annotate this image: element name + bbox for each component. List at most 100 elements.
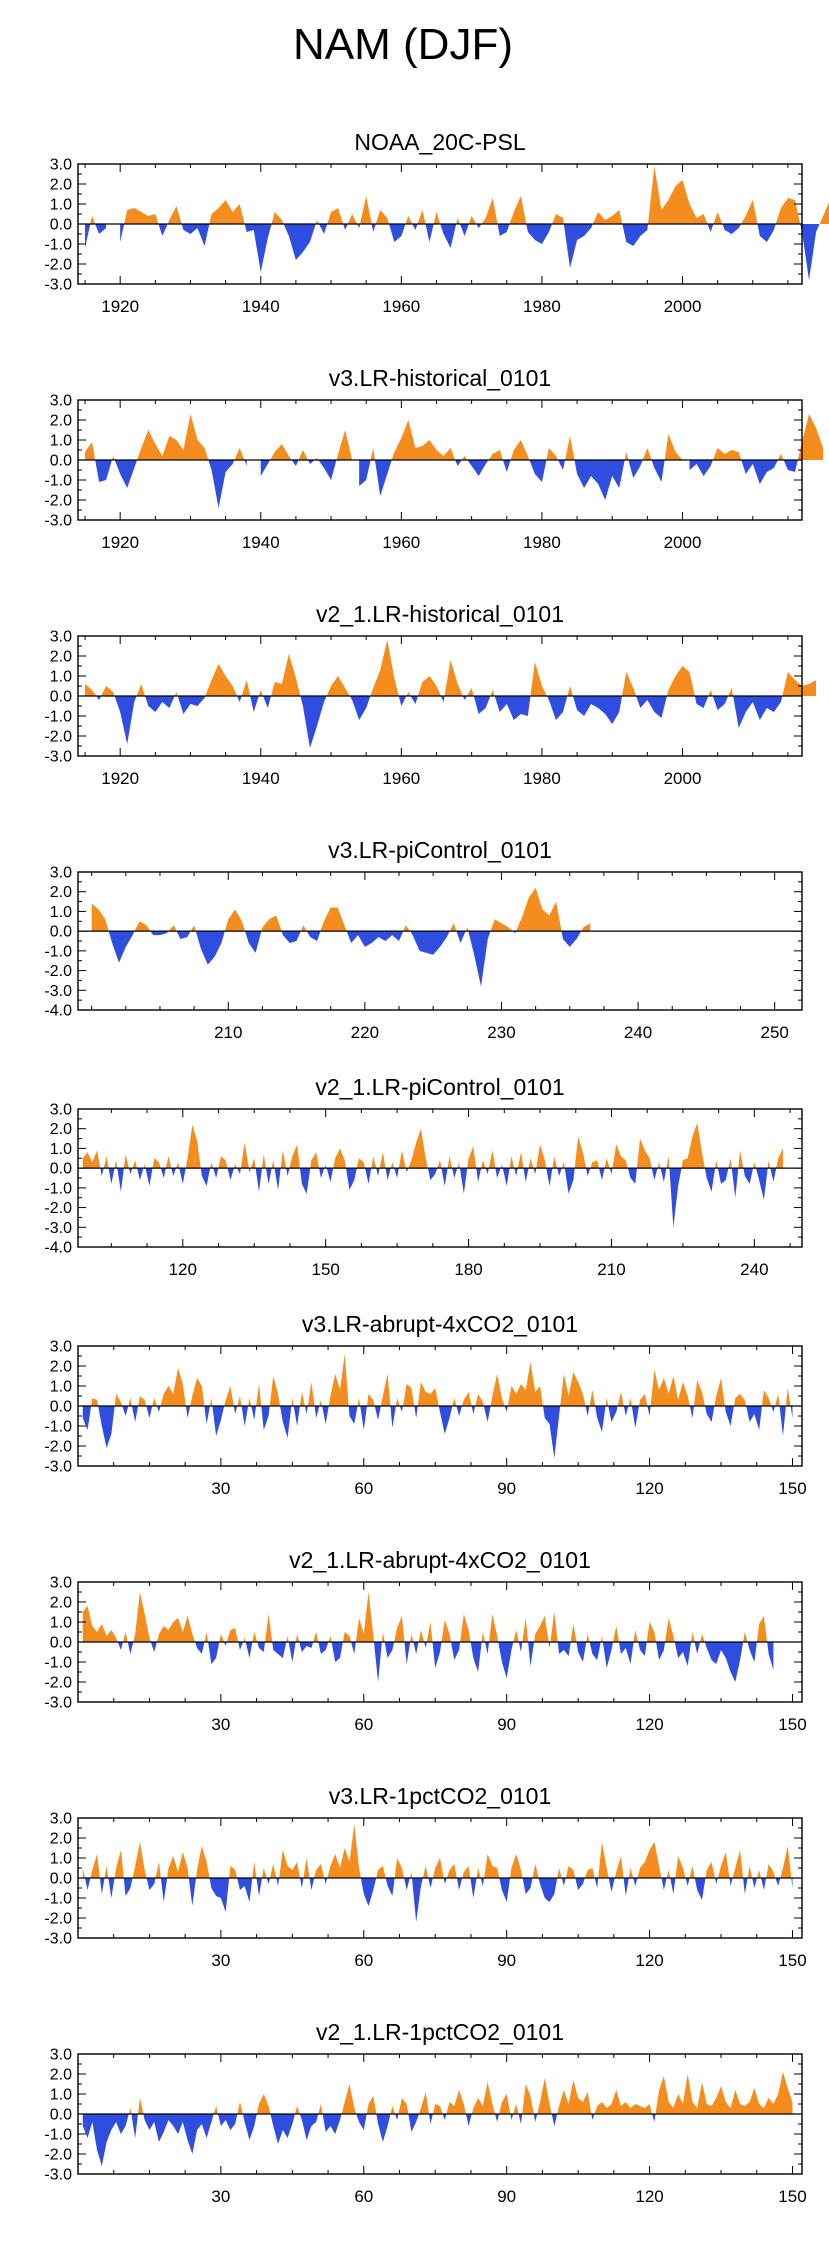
negative-anomaly-area bbox=[176, 931, 191, 940]
positive-anomaly-area bbox=[417, 1382, 439, 1406]
y-tick-label: -1.0 bbox=[44, 2127, 72, 2144]
x-tick-label: 210 bbox=[597, 1260, 625, 1279]
chart-panel: v2_1.LR-piControl_0101 3.0 2.0 1.0 0.0 -1.0 -2… bbox=[44, 1074, 803, 1279]
positive-anomaly-area bbox=[307, 1382, 315, 1406]
negative-anomaly-area bbox=[324, 1878, 328, 1884]
x-tick-label: 30 bbox=[211, 1951, 230, 1970]
positive-anomaly-area bbox=[522, 1618, 529, 1642]
positive-anomaly-area bbox=[85, 684, 97, 696]
negative-anomaly-area bbox=[651, 1168, 658, 1180]
negative-anomaly-area bbox=[137, 1168, 144, 1180]
y-tick-label: 1.0 bbox=[50, 1615, 72, 1632]
y-tick-label: 0.0 bbox=[50, 2107, 72, 2124]
negative-anomaly-area bbox=[237, 1878, 253, 1902]
positive-anomaly-area bbox=[757, 1870, 762, 1878]
positive-anomaly-area bbox=[489, 1614, 499, 1642]
positive-anomaly-area bbox=[590, 1160, 600, 1169]
panel-title: v3.LR-abrupt-4xCO2_0101 bbox=[302, 1311, 578, 1337]
positive-anomaly-area bbox=[295, 1634, 300, 1642]
y-tick-label: 3.0 bbox=[50, 2047, 72, 2064]
negative-anomaly-area bbox=[84, 1878, 91, 1890]
positive-anomaly-area bbox=[756, 1616, 768, 1642]
negative-anomaly-area bbox=[409, 931, 450, 955]
x-tick-label: 30 bbox=[211, 1715, 230, 1734]
negative-anomaly-area bbox=[281, 931, 301, 943]
positive-anomaly-area bbox=[210, 1162, 214, 1169]
positive-anomaly-area bbox=[560, 1372, 586, 1406]
negative-anomaly-area bbox=[171, 1168, 176, 1177]
negative-anomaly-area bbox=[261, 1406, 270, 1430]
positive-anomaly-area bbox=[592, 210, 623, 224]
negative-anomaly-area bbox=[213, 1168, 219, 1178]
positive-anomaly-area bbox=[136, 684, 146, 696]
negative-anomaly-area bbox=[576, 1642, 587, 1662]
negative-anomaly-area bbox=[707, 224, 714, 232]
negative-anomaly-area bbox=[595, 1406, 606, 1432]
positive-anomaly-area bbox=[241, 680, 251, 696]
negative-anomaly-area bbox=[266, 1878, 270, 1884]
x-tick-label: 60 bbox=[354, 1951, 373, 1970]
negative-anomaly-area bbox=[260, 460, 271, 476]
plot-frame bbox=[77, 1108, 803, 1248]
positive-anomaly-area bbox=[488, 450, 503, 460]
positive-anomaly-area bbox=[700, 1634, 705, 1642]
negative-anomaly-area bbox=[694, 1878, 706, 1900]
y-tick-label: -3.0 bbox=[44, 277, 72, 294]
negative-anomaly-area bbox=[722, 224, 742, 234]
positive-anomaly-area bbox=[310, 1152, 320, 1169]
positive-anomaly-area bbox=[333, 1148, 347, 1169]
negative-anomaly-area bbox=[661, 1878, 667, 1890]
positive-anomaly-area bbox=[528, 1158, 534, 1169]
positive-anomaly-area bbox=[168, 925, 177, 932]
y-tick-label: -2.0 bbox=[44, 1675, 72, 1692]
negative-anomaly-area bbox=[589, 1642, 601, 1660]
positive-anomaly-area bbox=[775, 1394, 780, 1406]
x-tick-label: 1980 bbox=[523, 769, 561, 788]
negative-anomaly-area bbox=[674, 1642, 692, 1666]
negative-anomaly-area bbox=[440, 224, 457, 248]
positive-anomaly-area bbox=[318, 2104, 323, 2114]
positive-anomaly-area bbox=[775, 198, 801, 224]
negative-anomaly-area bbox=[694, 696, 709, 708]
positive-anomaly-area bbox=[123, 1154, 129, 1169]
x-tick-label: 1960 bbox=[382, 533, 420, 552]
positive-anomaly-area bbox=[465, 927, 469, 932]
negative-anomaly-area bbox=[586, 1168, 591, 1177]
positive-anomaly-area bbox=[271, 212, 284, 224]
positive-anomaly-area bbox=[256, 2094, 271, 2114]
positive-anomaly-area bbox=[785, 1388, 791, 1406]
negative-anomaly-area bbox=[636, 696, 667, 718]
positive-anomaly-area bbox=[381, 1632, 385, 1642]
negative-anomaly-area bbox=[631, 1406, 640, 1428]
positive-anomaly-area bbox=[432, 2104, 443, 2114]
positive-anomaly-area bbox=[205, 664, 238, 696]
positive-anomaly-area bbox=[250, 1158, 256, 1169]
negative-anomaly-area bbox=[351, 1642, 356, 1654]
positive-anomaly-area bbox=[732, 1850, 744, 1878]
positive-anomaly-area bbox=[380, 1374, 391, 1406]
negative-anomaly-area bbox=[365, 1168, 372, 1184]
negative-anomaly-area bbox=[241, 1406, 249, 1426]
positive-anomaly-area bbox=[484, 1854, 500, 1878]
negative-anomaly-area bbox=[618, 1642, 634, 1664]
positive-anomaly-area bbox=[132, 1842, 147, 1878]
negative-anomaly-area bbox=[280, 1406, 292, 1438]
positive-anomaly-area bbox=[552, 1156, 558, 1169]
figure-title: NAM (DJF) bbox=[293, 20, 513, 69]
positive-anomaly-area bbox=[715, 1160, 718, 1169]
y-tick-label: -3.0 bbox=[44, 1220, 72, 1237]
positive-anomaly-area bbox=[256, 1384, 262, 1406]
y-tick-label: -2.0 bbox=[44, 1200, 72, 1217]
positive-anomaly-area bbox=[655, 2072, 793, 2114]
negative-anomaly-area bbox=[523, 1168, 529, 1182]
negative-anomaly-area bbox=[514, 1168, 518, 1177]
positive-anomaly-area bbox=[466, 688, 474, 696]
y-tick-label: 3.0 bbox=[50, 393, 72, 410]
negative-anomaly-area bbox=[456, 1878, 463, 1890]
negative-anomaly-area bbox=[608, 1878, 615, 1892]
negative-anomaly-area bbox=[462, 696, 467, 700]
negative-anomaly-area bbox=[399, 1406, 403, 1412]
positive-anomaly-area bbox=[515, 887, 562, 932]
negative-anomaly-area bbox=[224, 1642, 227, 1646]
y-tick-label: -1.0 bbox=[44, 473, 72, 490]
